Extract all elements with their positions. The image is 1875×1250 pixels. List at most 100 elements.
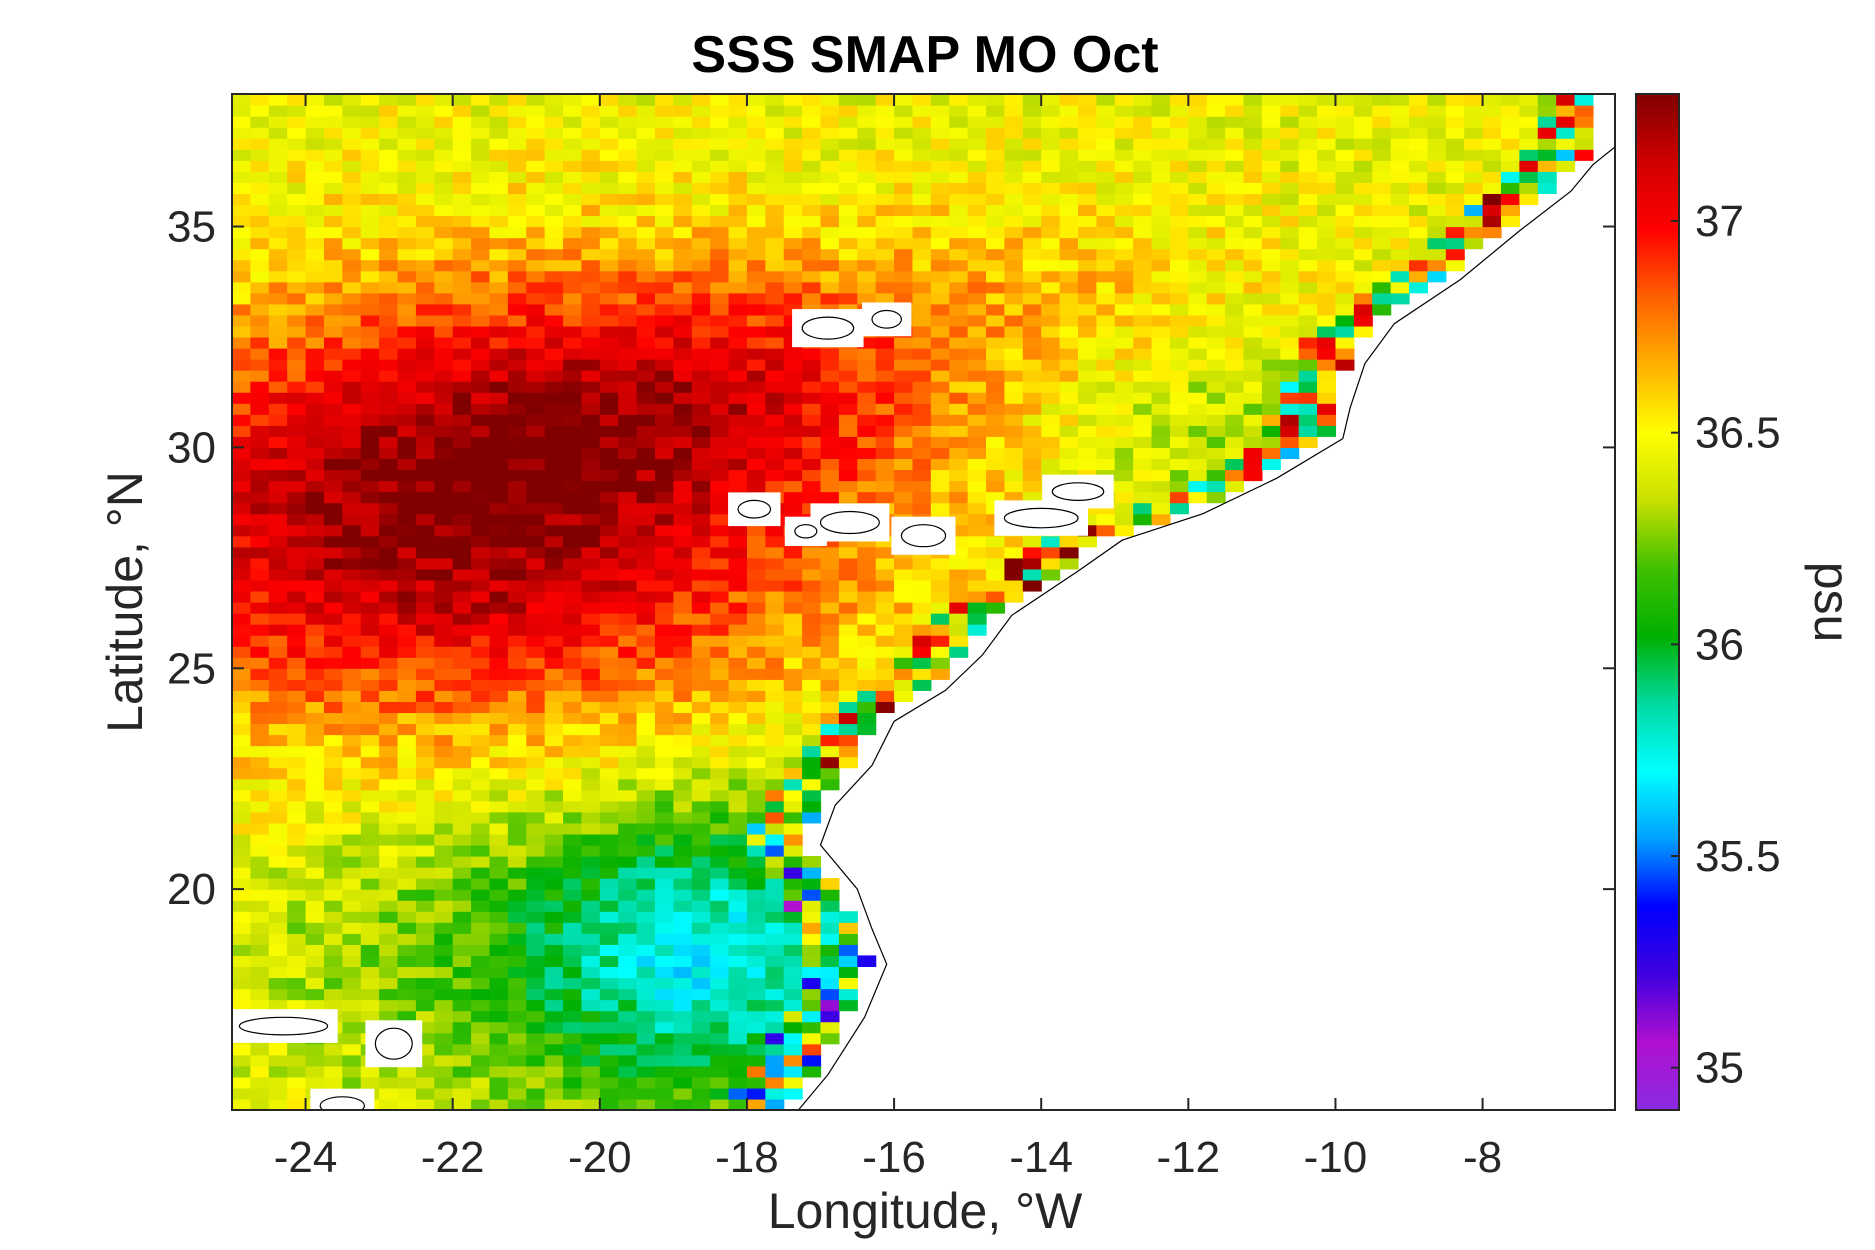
heatmap-cell [1022,116,1042,128]
heatmap-cell [1096,94,1116,106]
heatmap-cell [691,922,711,934]
heatmap-cell [673,635,693,647]
heatmap-cell [471,546,491,559]
heatmap-cell [949,171,969,183]
heatmap-cell [636,314,656,327]
heatmap-cell [673,844,693,857]
heatmap-cell [1114,303,1134,316]
heatmap-cell [802,226,822,239]
heatmap-cell [526,193,546,206]
heatmap-cell [894,182,914,194]
heatmap-cell [986,281,1006,294]
heatmap-cell [471,348,491,360]
heatmap-cell [581,1087,601,1100]
heatmap-cell [912,325,932,338]
heatmap-cell [379,778,399,791]
heatmap-cell [1188,403,1208,415]
heatmap-cell [1335,127,1355,139]
heatmap-cell [1004,425,1024,437]
heatmap-cell [415,1054,435,1067]
heatmap-cell [544,359,564,371]
heatmap-cell [1519,105,1539,117]
heatmap-cell [802,1021,822,1034]
heatmap-cell [1133,281,1153,294]
heatmap-cell [673,392,693,404]
heatmap-cell [746,303,766,316]
heatmap-cell [838,149,858,161]
heatmap-cell [489,734,509,747]
heatmap-cell [857,701,877,714]
heatmap-cell [1335,182,1355,194]
heatmap-cell [471,94,491,106]
heatmap-cell [1390,127,1410,139]
heatmap-cell [673,690,693,702]
heatmap-cell [1206,237,1226,250]
heatmap-cell [268,381,288,393]
heatmap-cell [875,248,895,261]
heatmap-cell [673,1043,693,1056]
heatmap-cell [710,314,730,327]
heatmap-cell [1004,248,1024,261]
heatmap-cell [379,127,399,139]
heatmap-cell [232,723,251,736]
heatmap-cell [765,745,785,758]
heatmap-cell [930,204,950,217]
heatmap-cell [838,646,858,658]
heatmap-cell [1059,348,1079,360]
heatmap-cell [452,392,472,404]
heatmap-cell [1004,193,1024,206]
heatmap-cell [471,127,491,139]
chart-title: SSS SMAP MO Oct [691,26,1158,84]
heatmap-cell [287,414,307,426]
heatmap-cell [857,336,877,349]
heatmap-cell [232,270,251,283]
heatmap-cell [820,359,840,371]
heatmap-cell [287,491,307,504]
heatmap-cell [1225,436,1245,448]
heatmap-cell [691,436,711,448]
heatmap-cell [544,381,564,393]
heatmap-cell [489,602,509,614]
heatmap-cell [415,1076,435,1089]
heatmap-cell [452,789,472,802]
heatmap-cell [618,1098,638,1110]
heatmap-cell [1280,182,1300,194]
heatmap-cell [563,491,583,504]
heatmap-cell [1537,116,1557,128]
heatmap-cell [838,127,858,139]
heatmap-cell [526,226,546,239]
heatmap-cell [636,966,656,979]
heatmap-cell [434,745,454,758]
x-tick-label: -24 [274,1133,338,1182]
heatmap-cell [1133,314,1153,327]
heatmap-cell [599,579,619,592]
heatmap-cell [526,469,546,482]
heatmap-cell [563,237,583,250]
heatmap-cell [1169,182,1189,194]
heatmap-cell [507,546,527,559]
heatmap-cell [268,701,288,714]
heatmap-cell [342,590,362,603]
heatmap-cell [838,425,858,437]
heatmap-cell [912,105,932,117]
heatmap-cell [636,878,656,890]
heatmap-cell [250,138,270,150]
heatmap-cell [967,403,987,415]
heatmap-cell [599,248,619,261]
heatmap-cell [618,646,638,658]
heatmap-cell [765,999,785,1012]
heatmap-cell [434,811,454,824]
heatmap-cell [894,259,914,272]
heatmap-cell [949,381,969,393]
heatmap-cell [415,303,435,316]
heatmap-cell [912,635,932,647]
heatmap-cell [783,348,803,360]
heatmap-cell [489,712,509,725]
heatmap-cell [802,756,822,769]
heatmap-cell [471,116,491,128]
heatmap-cell [581,911,601,923]
heatmap-cell [1280,370,1300,382]
heatmap-cell [342,613,362,625]
heatmap-cell [563,314,583,327]
heatmap-cell [930,160,950,172]
